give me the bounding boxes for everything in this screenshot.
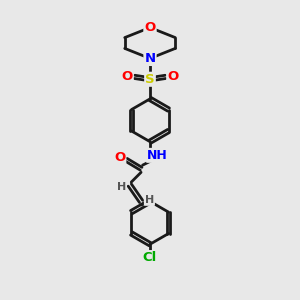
Text: N: N xyxy=(144,52,156,65)
Text: Cl: Cl xyxy=(143,251,157,264)
Text: S: S xyxy=(145,73,155,86)
Text: O: O xyxy=(167,70,178,83)
Text: NH: NH xyxy=(147,149,168,162)
Text: H: H xyxy=(117,182,126,193)
Text: O: O xyxy=(122,70,133,83)
Text: O: O xyxy=(144,21,156,34)
Text: H: H xyxy=(145,195,154,205)
Text: O: O xyxy=(114,151,125,164)
